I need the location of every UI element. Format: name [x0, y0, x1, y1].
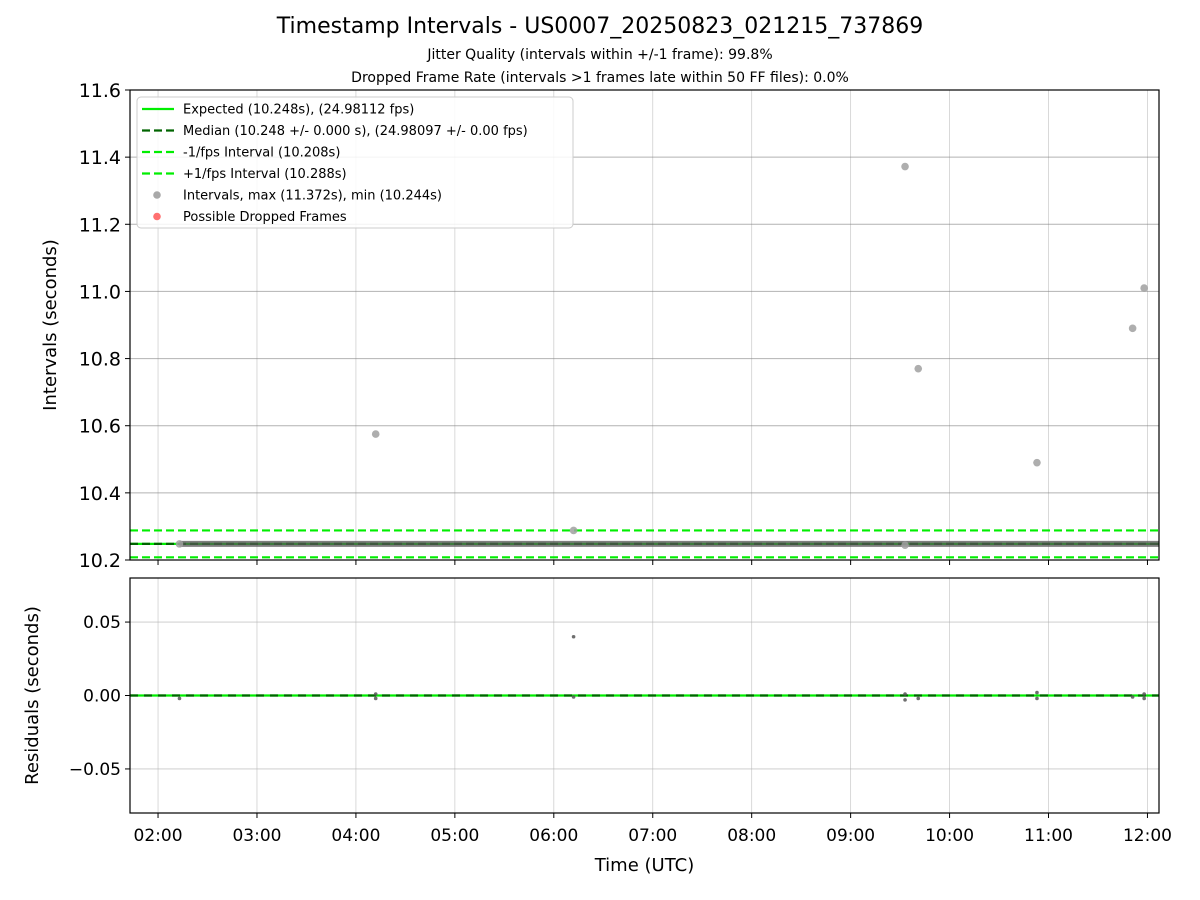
y-tick-label: 10.6	[79, 416, 121, 438]
chart-title: Timestamp Intervals - US0007_20250823_02…	[276, 14, 924, 39]
y-tick-label: 11.0	[79, 281, 121, 303]
x-tick-label: 05:00	[430, 826, 479, 846]
residual-point	[373, 692, 378, 696]
residual-plot-frame	[129, 577, 1160, 814]
x-tick-label: 07:00	[628, 826, 677, 846]
y-tick-label: 10.8	[79, 349, 121, 371]
residual-point	[1142, 696, 1146, 701]
x-tick-label: 06:00	[529, 826, 578, 846]
chart-subtitle-jitter: Jitter Quality (intervals within +/-1 fr…	[427, 47, 773, 63]
interval-point	[175, 540, 184, 548]
x-tick-label: 03:00	[232, 826, 281, 846]
interval-point	[901, 162, 909, 171]
legend: Expected (10.248s), (24.98112 fps) Median…	[136, 96, 574, 229]
residual-plot-area	[130, 578, 1159, 813]
residual-point	[571, 634, 576, 639]
y-tick-label: 11.4	[79, 147, 121, 169]
interval-point	[1033, 458, 1041, 467]
y-tick-label: 0.00	[83, 687, 121, 707]
interval-point	[569, 526, 578, 535]
legend-label: Median (10.248 +/- 0.000 s), (24.98097 +…	[183, 124, 528, 139]
residual-point	[373, 696, 378, 701]
interval-plot-area	[130, 90, 1159, 560]
x-tick-label: 02:00	[134, 826, 183, 846]
x-tick-label: 08:00	[727, 826, 776, 846]
x-tick-label: 12:00	[1123, 826, 1172, 846]
y-tick-label: 11.6	[79, 80, 121, 102]
residual-point	[916, 696, 921, 701]
interval-plot-frame	[129, 89, 1160, 561]
legend-label: Intervals, max (11.372s), min (10.244s)	[183, 189, 442, 204]
x-tick-label: 09:00	[826, 826, 875, 846]
y-tick-label: 10.2	[79, 550, 121, 572]
legend-box	[136, 96, 574, 229]
x-axis-label: Time (UTC)	[594, 855, 695, 876]
legend-label: -1/fps Interval (10.208s)	[183, 146, 340, 161]
y-tick-label: 0.05	[83, 613, 121, 633]
interval-point	[1140, 284, 1148, 292]
residual-point	[1130, 695, 1135, 699]
x-tick-label: 04:00	[331, 826, 380, 846]
interval-point	[1128, 324, 1137, 333]
x-tick-label: 10:00	[925, 826, 974, 846]
interval-point	[901, 541, 909, 550]
x-tick-label: 11:00	[1024, 826, 1073, 846]
interval-point	[914, 364, 923, 373]
y-tick-label: 11.2	[79, 214, 121, 236]
chart-subtitle-dropped: Dropped Frame Rate (intervals >1 frames …	[351, 70, 849, 86]
residual-point	[1035, 690, 1039, 695]
y-tick-label: −0.05	[69, 760, 121, 780]
legend-marker-swatch	[153, 212, 161, 221]
residual-y-axis-label: Residuals (seconds)	[22, 606, 43, 785]
residual-point	[1142, 692, 1146, 696]
residual-point	[903, 698, 907, 702]
residual-point	[177, 696, 182, 701]
interval-point	[371, 430, 380, 438]
residual-point	[903, 692, 907, 696]
legend-label: Possible Dropped Frames	[183, 210, 347, 225]
legend-marker-swatch	[153, 191, 161, 199]
residual-point	[571, 695, 576, 699]
legend-label: +1/fps Interval (10.288s)	[183, 167, 347, 182]
y-tick-label: 10.4	[79, 483, 121, 505]
residual-point	[1035, 696, 1039, 701]
interval-y-axis-label: Intervals (seconds)	[40, 239, 61, 411]
legend-label: Expected (10.248s), (24.98112 fps)	[183, 103, 414, 118]
